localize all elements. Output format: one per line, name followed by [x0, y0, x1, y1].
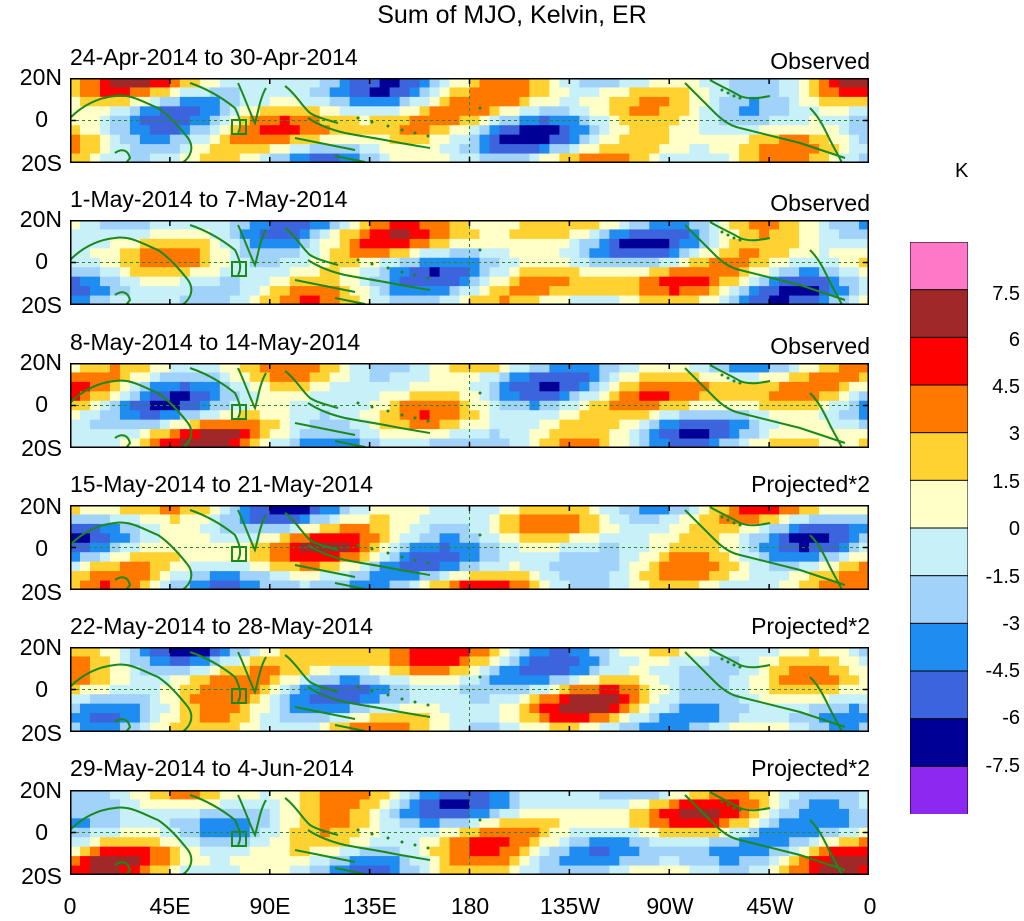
lon-label-45w: 45W [746, 893, 794, 919]
colorbar-label-2: 6 [1008, 329, 1020, 351]
colorbar-label-9: -4.5 [985, 660, 1020, 682]
colorbar-label-4: 3 [1008, 423, 1020, 445]
colorbar-swatch-7 [910, 527, 968, 577]
anomaly-field [69, 362, 870, 449]
lon-label-90e: 90E [249, 893, 291, 919]
panel-5-date: 22-May-2014 to 28-May-2014 [70, 613, 373, 639]
lon-label-135e: 135E [343, 893, 397, 919]
lon-label-135w: 135W [539, 893, 601, 919]
panel-1-map [69, 77, 870, 164]
colorbar [910, 242, 968, 814]
panel-6-status: Projected*2 [751, 755, 870, 781]
panel-2-map [69, 219, 870, 306]
panel-2-lat-eq: 0 [35, 248, 48, 274]
panel-5-lat-eq: 0 [35, 676, 48, 702]
anomaly-field [69, 646, 870, 733]
colorbar-swatch-6 [910, 479, 968, 529]
panel-5-lat-20n: 20N [19, 634, 62, 660]
panel-5-lat-20s: 20S [21, 720, 62, 746]
colorbar-swatch-1 [910, 242, 968, 291]
colorbar-swatch-8 [910, 575, 968, 625]
panel-4-lat-20n: 20N [19, 493, 62, 519]
panel-6-lat-eq: 0 [35, 819, 48, 845]
colorbar-unit: K [955, 160, 969, 182]
panel-3-status: Observed [770, 333, 870, 359]
panel-1-status: Observed [770, 48, 870, 74]
panel-4-lat-eq: 0 [35, 535, 48, 561]
figure-title: Sum of MJO, Kelvin, ER [377, 1, 647, 29]
coastlines [69, 506, 846, 591]
colorbar-swatch-9 [910, 622, 968, 672]
panel-6-lat-20n: 20N [19, 777, 62, 803]
panel-4-status: Projected*2 [751, 471, 870, 497]
panel-3-lat-20s: 20S [21, 435, 62, 461]
lon-label-0: 0 [63, 893, 77, 919]
coastlines [69, 221, 846, 306]
panel-6-map [69, 789, 870, 876]
lon-label-0-east: 0 [863, 893, 877, 919]
panel-4-date: 15-May-2014 to 21-May-2014 [70, 471, 373, 497]
panel-1-lat-20s: 20S [21, 150, 62, 176]
panel-3-map [69, 362, 870, 449]
panel-1-lat-20n: 20N [19, 64, 62, 90]
panel-3-lat-20n: 20N [19, 349, 62, 375]
panel-3-lat-eq: 0 [35, 391, 48, 417]
colorbar-label-5: 1.5 [992, 471, 1020, 493]
panel-3-date: 8-May-2014 to 14-May-2014 [70, 329, 361, 355]
lon-label-90w: 90W [646, 893, 694, 919]
panel-6-date: 29-May-2014 to 4-Jun-2014 [70, 755, 354, 781]
panel-4-map [69, 504, 870, 591]
panel-1-date: 24-Apr-2014 to 30-Apr-2014 [70, 44, 358, 70]
anomaly-field [69, 789, 870, 876]
panel-2-date: 1-May-2014 to 7-May-2014 [70, 186, 348, 212]
colorbar-label-7: -1.5 [985, 566, 1020, 588]
colorbar-swatch-12 [910, 765, 968, 814]
colorbar-label-8: -3 [1002, 613, 1020, 635]
colorbar-label-6: 0 [1008, 518, 1020, 540]
colorbar-label-3: 4.5 [992, 376, 1020, 398]
anomaly-field [69, 504, 870, 591]
panel-4-lat-20s: 20S [21, 579, 62, 605]
anomaly-field [69, 219, 870, 306]
anomaly-field [69, 77, 870, 164]
coastlines [69, 648, 846, 733]
colorbar-swatch-4 [910, 384, 968, 434]
panel-6-lat-20s: 20S [21, 863, 62, 889]
colorbar-label-1: 7.5 [992, 283, 1020, 305]
lon-label-180: 180 [450, 893, 490, 919]
panel-2-lat-20s: 20S [21, 292, 62, 318]
lon-label-45e: 45E [149, 893, 191, 919]
panel-2-status: Observed [770, 190, 870, 216]
panel-1-lat-eq: 0 [35, 106, 48, 132]
panel-2-lat-20n: 20N [19, 206, 62, 232]
colorbar-label-10: -6 [1002, 707, 1020, 729]
panel-5-status: Projected*2 [751, 613, 870, 639]
panel-5-map [69, 646, 870, 733]
colorbar-label-11: -7.5 [985, 755, 1020, 777]
